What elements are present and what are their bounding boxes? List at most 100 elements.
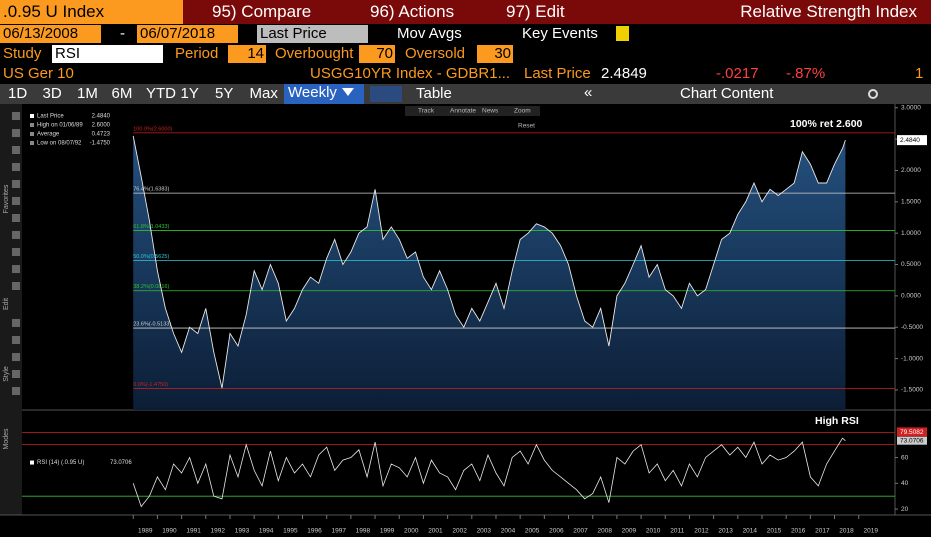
legend-swatch [30, 141, 34, 145]
price-label: Last Price [524, 65, 591, 82]
x-tick-label: 2002 [452, 528, 467, 535]
overbought-input[interactable]: 70 [359, 45, 395, 63]
chart-content[interactable]: Chart Content [680, 85, 774, 102]
tool-icon [12, 180, 20, 188]
tool-icon [12, 353, 20, 361]
menu[interactable]: 95) Compare [212, 2, 312, 21]
legend-value: 2.4840 [92, 114, 111, 120]
x-tick-label: 1990 [162, 528, 177, 535]
fib-label: 38.2%(0.0816) [133, 284, 169, 290]
separator: - [120, 25, 125, 42]
period-input[interactable]: 14 [228, 45, 266, 63]
chart-icon[interactable] [370, 86, 402, 102]
tool-icon [12, 112, 20, 120]
tool-icon [12, 319, 20, 327]
x-tick-label: 1996 [307, 528, 322, 535]
tool-icon [12, 163, 20, 171]
fib-label: 23.6%(-0.5133) [133, 322, 171, 328]
x-tick-label: 1992 [211, 528, 226, 535]
tool-icon [12, 231, 20, 239]
menu[interactable]: 96) Actions [370, 2, 455, 21]
legend-label: Last Price [37, 114, 64, 120]
x-tick-label: 1994 [259, 528, 274, 535]
settings-icon[interactable] [868, 89, 878, 99]
fib-label: 61.8%(1.0433) [133, 224, 169, 230]
range-button[interactable]: 1D [8, 85, 28, 102]
chart-tool: News [482, 108, 499, 115]
collapse-button[interactable]: « [584, 84, 593, 101]
tool-icon [12, 214, 20, 222]
x-tick-label: 1999 [380, 528, 395, 535]
security: USGG10YR Index - GDBR1... [310, 65, 511, 82]
legend-swatch [30, 132, 34, 136]
x-tick-label: 2000 [404, 528, 419, 535]
tool-icon [12, 146, 20, 154]
oversold-input[interactable]: 30 [477, 45, 513, 63]
reset-button: Reset [518, 123, 535, 130]
legend-label: Low on 08/07/92 [37, 141, 82, 147]
security-name: US Ger 10 [3, 65, 74, 82]
tool-icon [12, 129, 20, 137]
range-button[interactable]: YTD [146, 85, 176, 102]
menu[interactable]: 97) Edit [506, 2, 565, 21]
range-button[interactable]: Max [249, 85, 278, 102]
legend-value: 0.4723 [92, 132, 111, 138]
sidebar-label: Favorites [3, 184, 10, 213]
end-date[interactable]: 06/07/2018 [137, 25, 238, 43]
legend-label: Average [37, 132, 60, 138]
x-tick-label: 2014 [743, 528, 758, 535]
period-label: Period [175, 45, 219, 62]
y-tick-label: 0.0000 [901, 293, 921, 300]
high-tag [897, 427, 927, 437]
tool-icon [12, 336, 20, 344]
oversold-label: Oversold [405, 45, 466, 62]
y-tick-label: 2.0000 [901, 167, 921, 174]
frequency-text: Weekly [288, 84, 337, 101]
info-icon[interactable] [616, 26, 629, 41]
table-button[interactable]: Table [416, 85, 452, 102]
x-tick-label: 2009 [622, 528, 637, 535]
count: 1 [915, 65, 924, 82]
x-tick-label: 2017 [815, 528, 830, 535]
last-price-tag [897, 135, 927, 146]
y-tick-label: 1.5000 [901, 199, 921, 206]
study-bar: Study RSI Period 14 Overbought 70 Overso… [0, 45, 931, 64]
tool-icon [12, 197, 20, 205]
function-title: Relative Strength Index [740, 2, 917, 21]
rsi-line [132, 437, 846, 508]
x-tick-label: 2007 [573, 528, 588, 535]
range-button[interactable]: 5Y [215, 85, 234, 102]
legend-swatch [30, 114, 34, 118]
range-button[interactable]: 6M [111, 85, 133, 102]
mov-avgs[interactable]: Mov Avgs [397, 25, 462, 42]
tool-icon [12, 248, 20, 256]
tool-icon [12, 370, 20, 378]
x-tick-label: 2005 [525, 528, 540, 535]
fib-label: 50.0%(0.5625) [133, 254, 169, 260]
range-button[interactable]: 3D [42, 85, 62, 102]
y-tick-label: 1.0000 [901, 230, 921, 237]
last-price-label: 2.4840 [900, 137, 920, 144]
sidebar-label: Style [3, 366, 10, 382]
sidebar-label: Modes [3, 428, 10, 450]
x-tick-label: 1993 [235, 528, 250, 535]
key-events[interactable]: Key Events [522, 25, 598, 42]
legend-value: 2.6000 [92, 123, 111, 129]
button-bar: Weekly Table « Chart Content 1D 3D 1M 6M YTD… [0, 84, 931, 104]
security-field[interactable]: .0.95 U Index [0, 0, 183, 24]
range-button[interactable]: 1Y [180, 85, 199, 102]
field-select[interactable]: Last Price [257, 25, 368, 43]
chart-tool: Track [418, 108, 435, 115]
legend-value: 73.0706 [110, 460, 132, 466]
study-select[interactable]: RSI [52, 45, 163, 63]
chart-tool: Zoom [514, 108, 531, 115]
price: 2.4849 [601, 65, 647, 82]
area-fill [133, 136, 846, 410]
frequency[interactable]: Weekly [284, 84, 364, 104]
legend-swatch [30, 123, 34, 127]
x-tick-label: 2003 [477, 528, 492, 535]
x-tick-label: 2016 [791, 528, 806, 535]
range-button[interactable]: 1M [77, 85, 98, 102]
start-date[interactable]: 06/13/2008 [0, 25, 101, 43]
